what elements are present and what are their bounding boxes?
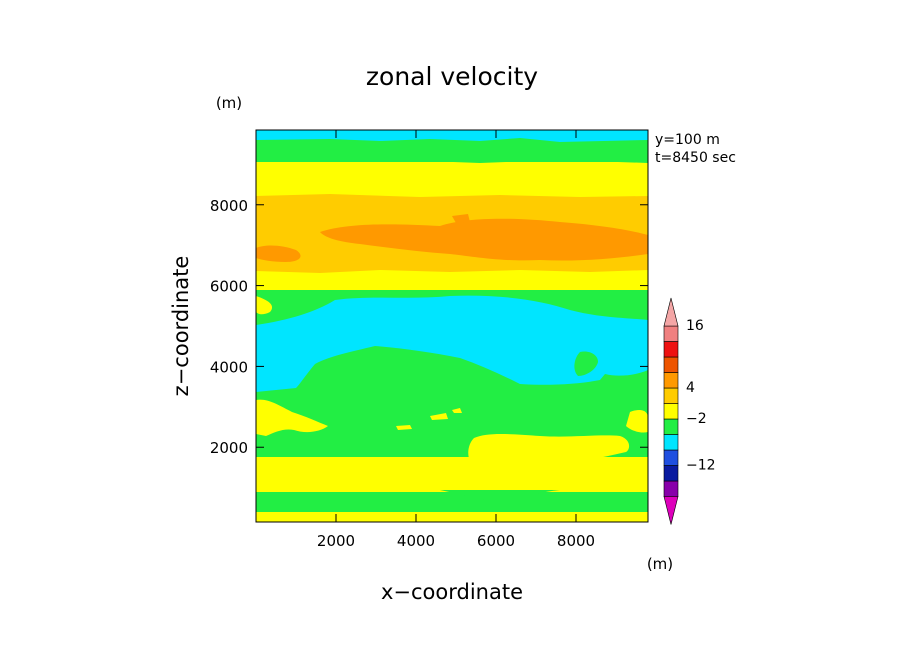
region-yellow-low-spot [396, 425, 412, 430]
region-yellow-low-spot3 [452, 408, 462, 413]
colorbar-segment [663, 372, 679, 389]
colorbar-segment [663, 434, 679, 451]
region-green-inner [574, 351, 598, 376]
region-green-left-mid [256, 296, 273, 315]
colorbar-segment [663, 325, 679, 342]
annotation-line-1: y=100 m [655, 132, 720, 148]
x-axis: 2000 4000 6000 8000 [317, 130, 595, 550]
colorbar: −12 −2 4 16 [663, 297, 716, 525]
y-tick-label: 6000 [210, 278, 248, 296]
colorbar-segment [663, 480, 679, 497]
x-axis-label: x−coordinate [381, 580, 523, 604]
x-tick-label: 2000 [317, 532, 355, 550]
colorbar-tick-label: 4 [686, 380, 695, 396]
annotation-line-2: t=8450 sec [655, 150, 736, 166]
region-yellow-low-left [256, 399, 328, 436]
region-orange-left [256, 245, 301, 262]
region-yellow-right [468, 434, 630, 469]
colorbar-segment [663, 465, 679, 482]
plot-area [255, 129, 649, 523]
y-axis-label: z−coordinate [169, 256, 193, 397]
band-bottom [256, 510, 648, 522]
colorbar-segment [663, 449, 679, 466]
colorbar-segment [663, 387, 679, 404]
region-yellow-low-spot2 [430, 413, 448, 420]
band-low-green [256, 490, 648, 512]
colorbar-segment [663, 403, 679, 420]
plot-frame [255, 129, 649, 523]
colorbar-segment [663, 356, 679, 373]
x-tick-label: 4000 [397, 532, 435, 550]
region-orange [320, 218, 648, 261]
y-tick-label: 2000 [210, 439, 248, 457]
y-tick-label: 8000 [210, 197, 248, 215]
region-cyan-mid [256, 295, 648, 392]
region-yellow-right-edge [626, 410, 648, 433]
colorbar-tick-label: 16 [686, 318, 704, 334]
x-tick-label: 8000 [557, 532, 595, 550]
y-axis: 2000 4000 6000 8000 [210, 197, 648, 457]
colorbar-unit-label: (m) [647, 555, 673, 573]
colorbar-segment [663, 341, 679, 358]
region-orange-spot [452, 214, 470, 223]
colorbar-segment [663, 418, 679, 435]
region-cyan-top [256, 130, 648, 142]
band-low-yellow [256, 455, 648, 492]
region-green-bottom-dip [440, 490, 560, 502]
colorbar-tick-label: −2 [686, 411, 707, 427]
region-green-top [256, 138, 648, 163]
colorbar-tick-label: −12 [686, 458, 716, 474]
chart-title: zonal velocity [366, 62, 538, 91]
y-unit-label: (m) [216, 94, 242, 112]
x-tick-label: 6000 [477, 532, 515, 550]
colorbar-extend-top [663, 297, 679, 327]
colorbar-extend-bottom [663, 496, 679, 525]
y-tick-label: 4000 [210, 358, 248, 376]
